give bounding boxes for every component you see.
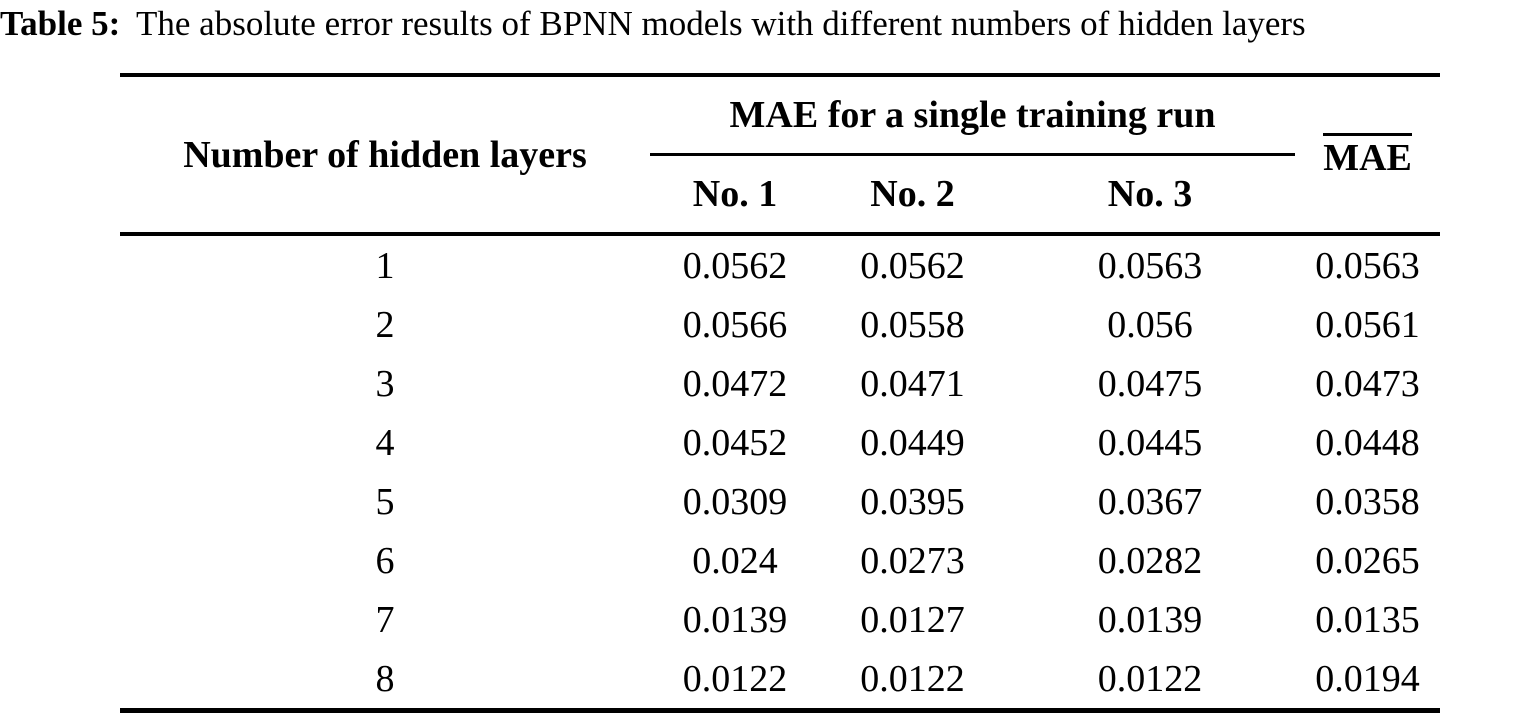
table-caption: Table 5: The absolute error results of BP… (0, 4, 1532, 44)
cell-layers: 5 (375, 480, 395, 523)
col-header-run-1: No. 1 (692, 173, 778, 215)
cell-run2: 0.0558 (860, 303, 965, 346)
col-header-hidden-layers: Number of hidden layers (183, 133, 587, 176)
cell-mean: 0.0135 (1315, 598, 1420, 641)
table-row: 4 0.0452 0.0449 0.0445 0.0448 (120, 413, 1440, 472)
cell-run2: 0.0273 (860, 539, 965, 582)
cell-layers: 8 (375, 657, 395, 700)
table-row: 8 0.0122 0.0122 0.0122 0.0194 (120, 649, 1440, 711)
cell-run2: 0.0562 (860, 244, 965, 287)
header-sub-row: No. 1 No. 2 No. 3 (120, 155, 1440, 235)
cell-run1: 0.0452 (682, 421, 788, 464)
cell-run2: 0.0127 (860, 598, 965, 641)
col-header-mae-single-run: MAE for a single training run (650, 75, 1296, 156)
table-row: 2 0.0566 0.0558 0.056 0.0561 (120, 295, 1440, 354)
table-caption-label: Table 5: (0, 4, 121, 43)
cell-run2: 0.0449 (860, 421, 965, 464)
cell-run3: 0.0139 (1097, 598, 1203, 641)
col-header-run-3: No. 3 (1107, 173, 1193, 215)
cell-mean: 0.0563 (1315, 244, 1420, 287)
mean-mae-overline-text: MAE (1323, 132, 1412, 177)
table-row: 7 0.0139 0.0127 0.0139 0.0135 (120, 590, 1440, 649)
header-group-row: Number of hidden layers MAE for a single… (120, 75, 1440, 177)
cell-run3: 0.0563 (1097, 244, 1203, 287)
cell-layers: 1 (375, 244, 395, 287)
table-row: 5 0.0309 0.0395 0.0367 0.0358 (120, 472, 1440, 531)
cell-mean: 0.0561 (1315, 303, 1420, 346)
results-table: Number of hidden layers MAE for a single… (120, 73, 1441, 713)
cell-run3: 0.0282 (1097, 539, 1203, 582)
table-row: 6 0.024 0.0273 0.0282 0.0265 (120, 531, 1440, 590)
cell-run1: 0.0472 (682, 362, 788, 405)
cell-run3: 0.0475 (1097, 362, 1203, 405)
table-caption-text: The absolute error results of BPNN model… (136, 4, 1306, 43)
cell-run2: 0.0395 (860, 480, 965, 523)
col-header-run-2: No. 2 (870, 173, 955, 215)
cell-run3: 0.0122 (1097, 657, 1203, 700)
cell-layers: 7 (375, 598, 395, 641)
cell-run1: 0.0309 (682, 480, 788, 523)
table-header: Number of hidden layers MAE for a single… (120, 75, 1441, 235)
cell-layers: 4 (375, 421, 395, 464)
cell-run3: 0.0367 (1097, 480, 1203, 523)
cell-run1: 0.0562 (682, 244, 788, 287)
cell-mean: 0.0448 (1315, 421, 1420, 464)
cell-run3: 0.0445 (1097, 421, 1203, 464)
cell-run2: 0.0122 (860, 657, 965, 700)
cell-mean: 0.0358 (1315, 480, 1420, 523)
cell-mean: 0.0265 (1315, 539, 1420, 582)
table-row: 1 0.0562 0.0562 0.0563 0.0563 (120, 234, 1440, 295)
cell-layers: 3 (375, 362, 395, 405)
cell-run1: 0.024 (692, 539, 778, 582)
col-header-mean-mae: MAE (1295, 75, 1440, 234)
table-row: 3 0.0472 0.0471 0.0475 0.0473 (120, 354, 1440, 413)
cell-run3: 0.056 (1107, 303, 1193, 346)
cell-run1: 0.0122 (682, 657, 788, 700)
cell-run2: 0.0471 (860, 362, 965, 405)
cell-layers: 6 (375, 539, 395, 582)
table-body: 1 0.0562 0.0562 0.0563 0.0563 2 0.0566 0… (120, 234, 1440, 711)
cell-run1: 0.0139 (682, 598, 788, 641)
cell-mean: 0.0194 (1315, 657, 1420, 700)
cell-layers: 2 (375, 303, 395, 346)
cell-run1: 0.0566 (682, 303, 788, 346)
cell-mean: 0.0473 (1315, 362, 1420, 405)
